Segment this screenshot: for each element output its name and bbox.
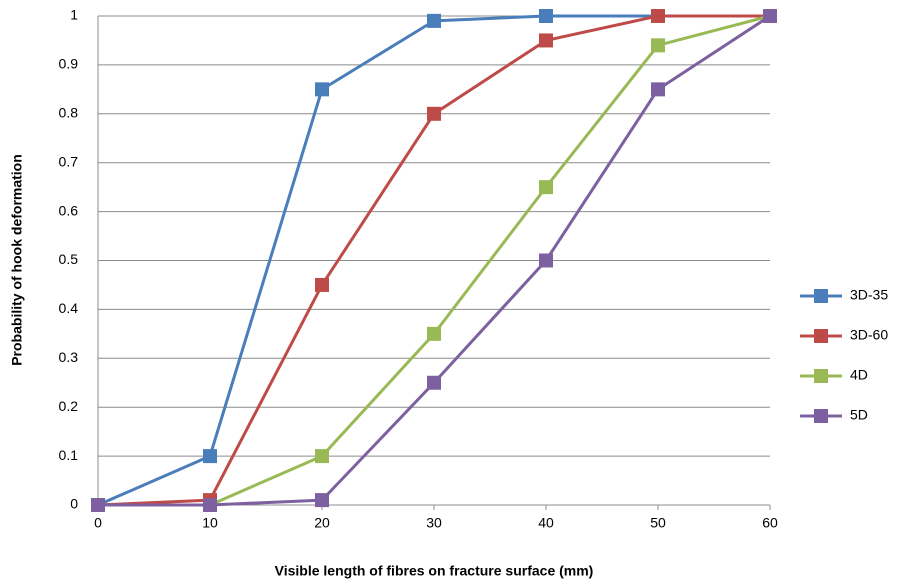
y-axis-label: Probability of hook deformation: [9, 154, 25, 366]
y-tick-label: 0.6: [59, 202, 79, 218]
x-tick-label: 20: [314, 515, 330, 531]
legend-marker: [814, 329, 828, 343]
legend-label: 4D: [850, 367, 868, 383]
marker: [651, 38, 665, 53]
marker: [651, 9, 665, 23]
marker: [315, 82, 329, 97]
x-tick-label: 40: [538, 515, 554, 531]
legend-label: 3D-35: [850, 287, 888, 303]
x-tick-label: 10: [202, 515, 218, 531]
x-axis-label: Visible length of fibres on fracture sur…: [275, 563, 594, 579]
x-tick-label: 30: [426, 515, 442, 531]
y-tick-label: 0.4: [59, 300, 79, 316]
marker: [315, 449, 329, 464]
legend-label: 5D: [850, 407, 868, 423]
marker: [427, 106, 441, 121]
y-tick-label: 0.7: [59, 153, 79, 169]
y-tick-label: 0.9: [59, 56, 79, 72]
y-tick-label: 0.8: [59, 105, 79, 121]
marker: [763, 9, 777, 23]
y-tick-label: 0.1: [59, 447, 79, 463]
marker: [203, 498, 217, 512]
legend-marker: [814, 369, 828, 383]
y-tick-label: 0.2: [59, 398, 79, 414]
marker: [203, 449, 217, 464]
marker: [315, 277, 329, 292]
y-tick-label: 1: [70, 7, 78, 23]
marker: [427, 13, 441, 28]
marker: [651, 82, 665, 97]
legend-label: 3D-60: [850, 327, 888, 343]
marker: [539, 33, 553, 48]
marker: [91, 498, 105, 512]
marker: [539, 253, 553, 268]
x-tick-label: 50: [650, 515, 666, 531]
y-tick-label: 0.5: [59, 251, 79, 267]
marker: [539, 9, 553, 23]
y-tick-label: 0: [70, 496, 78, 512]
marker: [315, 493, 329, 508]
marker: [539, 180, 553, 195]
x-tick-label: 0: [94, 515, 102, 531]
legend-marker: [814, 289, 828, 303]
y-tick-label: 0.3: [59, 349, 79, 365]
x-tick-label: 60: [762, 515, 778, 531]
marker: [427, 326, 441, 341]
marker: [427, 375, 441, 390]
legend-marker: [814, 409, 828, 423]
